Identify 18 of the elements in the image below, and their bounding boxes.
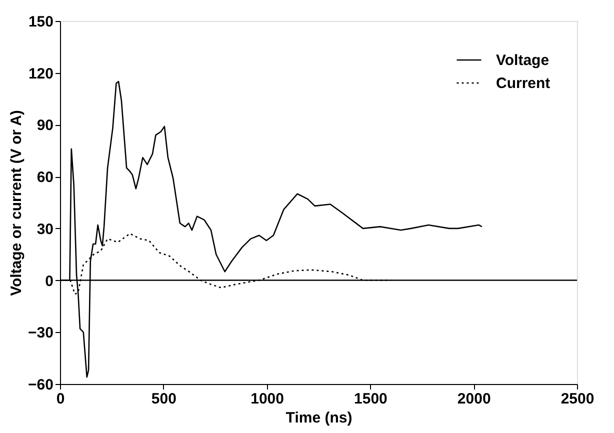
legend-label: Voltage <box>496 52 550 69</box>
y-tick-label: 90 <box>36 117 54 134</box>
x-tick-label: 2500 <box>560 390 594 408</box>
x-tick-label: 0 <box>56 390 65 408</box>
y-tick-label: 60 <box>36 169 54 186</box>
legend-label: Current <box>496 75 550 92</box>
y-tick-label: −30 <box>28 324 54 342</box>
y-axis-title: Voltage or current (V or A) <box>8 110 26 296</box>
x-tick-label: 2000 <box>457 390 491 408</box>
x-tick-label: 500 <box>151 390 176 408</box>
y-tick-label: 0 <box>45 272 54 290</box>
y-tick-label: 30 <box>36 220 54 238</box>
x-tick-label: 1000 <box>250 390 284 408</box>
y-tick-label: −60 <box>28 376 54 394</box>
y-tick-label: 150 <box>28 14 54 30</box>
y-tick-label: 120 <box>28 65 54 82</box>
x-axis-title: Time (ns) <box>286 410 352 426</box>
x-tick-label: 1500 <box>354 390 388 408</box>
